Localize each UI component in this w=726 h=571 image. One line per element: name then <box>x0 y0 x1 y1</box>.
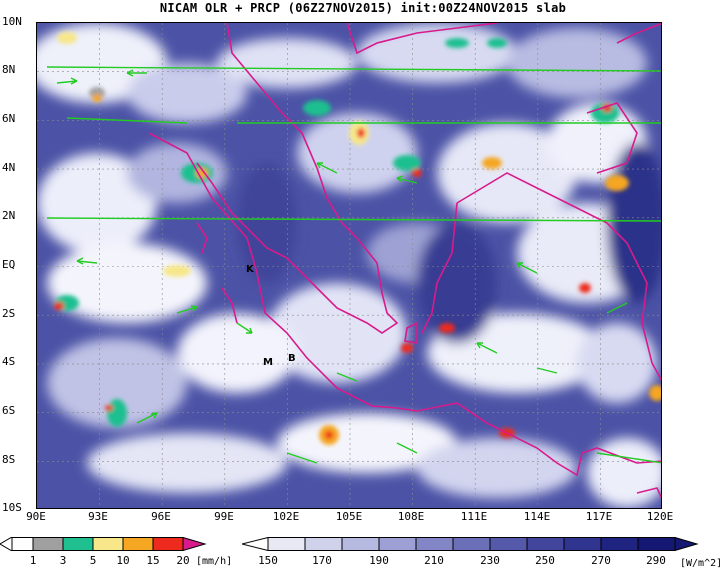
precip-units: [mm/h] <box>196 556 233 567</box>
olr-tick-150: 150 <box>258 554 278 567</box>
olr-colorbar <box>242 537 699 551</box>
precip-tick-5: 5 <box>89 554 97 567</box>
olr-units: [W/m^2] <box>680 558 723 569</box>
lat-label-2n: 2N <box>2 209 16 222</box>
precip-tick-20: 20 <box>176 554 190 567</box>
lat-label-8n: 8N <box>2 63 16 76</box>
precip-tick-1: 1 <box>29 554 37 567</box>
lon-label-108e: 108E <box>397 510 425 523</box>
lon-label-90e: 90E <box>26 510 46 523</box>
lat-label-2s: 2S <box>2 307 16 320</box>
lon-label-117e: 117E <box>585 510 613 523</box>
precip-tick-10: 10 <box>116 554 130 567</box>
olr-tick-190: 190 <box>369 554 389 567</box>
lat-lon-grid <box>37 23 661 508</box>
station-label-b: B <box>288 353 296 364</box>
lat-label-eq: EQ <box>2 258 16 271</box>
olr-tick-230: 230 <box>480 554 500 567</box>
precip-tick-15: 15 <box>146 554 160 567</box>
lon-label-120e: 120E <box>646 510 674 523</box>
olr-tick-210: 210 <box>424 554 444 567</box>
lon-label-99e: 99E <box>214 510 234 523</box>
olr-tick-170: 170 <box>312 554 332 567</box>
lon-label-102e: 102E <box>272 510 300 523</box>
lon-label-105e: 105E <box>335 510 363 523</box>
precip-tick-3: 3 <box>59 554 67 567</box>
lat-label-10n: 10N <box>2 15 22 28</box>
precip-colorbar <box>0 537 207 551</box>
precipitation-cells <box>54 32 661 445</box>
olr-tick-250: 250 <box>535 554 555 567</box>
lat-label-4n: 4N <box>2 161 16 174</box>
wind-vectors <box>46 66 661 464</box>
lat-label-6s: 6S <box>2 404 16 417</box>
station-label-m: M <box>263 357 273 368</box>
lon-label-111e: 111E <box>460 510 488 523</box>
map-title: NICAM OLR + PRCP (06Z27NOV2015) init:00Z… <box>159 1 567 15</box>
olr-tick-270: 270 <box>591 554 611 567</box>
olr-tick-290: 290 <box>646 554 666 567</box>
lon-label-114e: 114E <box>523 510 551 523</box>
olr-field <box>37 23 661 508</box>
lat-label-8s: 8S <box>2 453 16 466</box>
lon-label-96e: 96E <box>151 510 171 523</box>
lon-label-93e: 93E <box>88 510 108 523</box>
map-plot-area: K M B <box>36 22 662 509</box>
lat-label-4s: 4S <box>2 355 16 368</box>
lat-label-10s: 10S <box>2 501 22 514</box>
station-label-k: K <box>246 264 254 275</box>
lat-label-6n: 6N <box>2 112 16 125</box>
